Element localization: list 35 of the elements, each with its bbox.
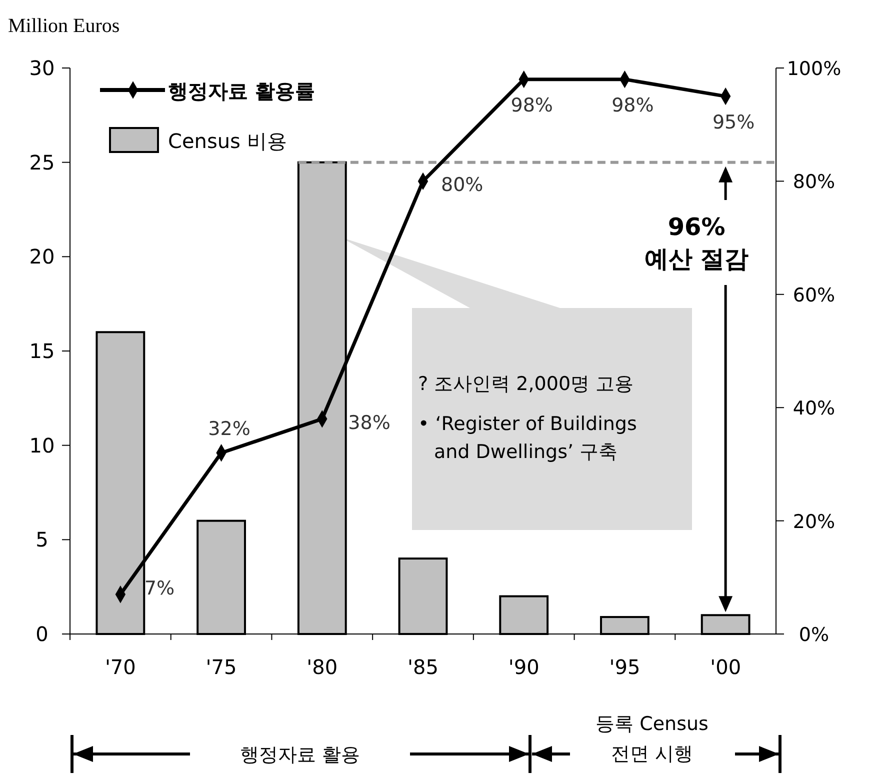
y-tick-label: 30: [29, 56, 55, 80]
y-tick-label: 0: [36, 622, 48, 646]
y2-tick-label: 80%: [792, 171, 836, 194]
y2-tick-label: 60%: [792, 284, 836, 306]
legend-label: Census 비용: [168, 129, 287, 153]
y2-tick-label: 40%: [792, 398, 836, 420]
y-tick-label: 20: [29, 244, 55, 269]
text: 행정자료 활용: [240, 744, 360, 766]
data-label: 80%: [441, 174, 484, 196]
text: 등록 Census 전면 시행: [596, 713, 708, 765]
y-axis-title: Million Euros: [8, 15, 120, 37]
data-label: 32%: [208, 418, 250, 440]
data-label: 98%: [612, 94, 654, 116]
y2-tick-label: 20%: [792, 510, 836, 533]
data-label: 98%: [510, 94, 553, 116]
y-tick-label: 5: [36, 528, 48, 552]
x-tick-label: '00: [710, 655, 742, 679]
data-label: 38%: [348, 412, 390, 434]
x-tick-label: '90: [508, 655, 540, 679]
y2-tick-label: 100%: [786, 58, 842, 80]
data-label: 95%: [712, 111, 755, 134]
x-tick-label: '75: [206, 655, 237, 679]
data-label: 7%: [144, 577, 175, 600]
x-tick-label: '85: [408, 655, 438, 679]
annotation: ? 조사인력 2,000명 고용: [418, 373, 634, 395]
legend-label: 행정자료 활용률: [168, 79, 315, 103]
x-tick-label: '80: [306, 655, 338, 679]
annotation: • ‘Register of Buildings and Dwellings’ 구축: [418, 413, 637, 463]
y-tick-label: 10: [29, 433, 55, 458]
y2-tick-label: 0%: [798, 624, 830, 646]
y-tick-label: 15: [29, 339, 55, 363]
x-tick-label: '70: [104, 655, 136, 679]
y-tick-label: 25: [29, 150, 55, 174]
x-tick-label: '95: [609, 655, 640, 679]
annotation: 96% 예산 절감: [644, 213, 749, 273]
